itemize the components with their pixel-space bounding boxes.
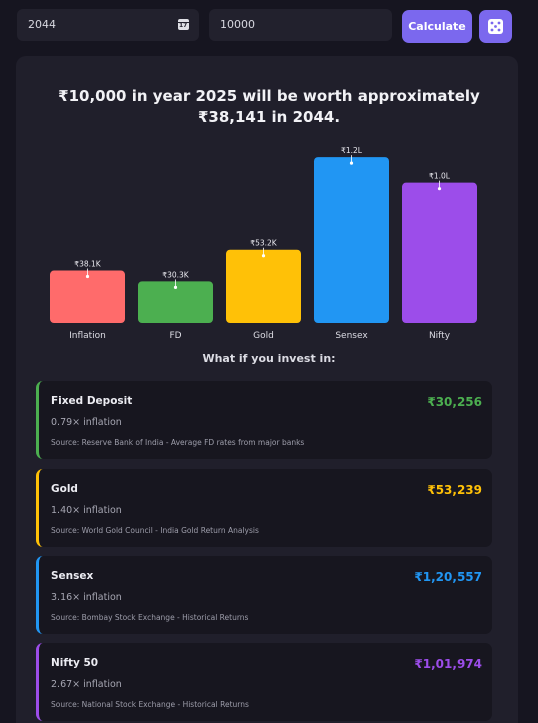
result-headline: ₹10,000 in year 2025 will be worth appro… (58, 87, 480, 126)
bar-nifty (402, 182, 477, 323)
card-value: ₹53,239 (427, 483, 482, 497)
random-button[interactable] (479, 10, 512, 43)
card-multiplier: 3.16× inflation (51, 592, 122, 603)
card-source: Source: Reserve Bank of India - Average … (51, 438, 305, 447)
comparison-card: Nifty 50 ₹1,01,974 2.67× inflation Source: … (36, 643, 492, 721)
card-value: ₹1,01,974 (414, 657, 482, 671)
card-multiplier: 0.79× inflation (51, 417, 122, 428)
card-multiplier: 2.67× inflation (51, 679, 122, 690)
calculate-button[interactable]: Calculate (402, 10, 472, 43)
dice-icon (488, 19, 503, 34)
bar-fd (138, 281, 213, 323)
amount-input-value: 10000 (220, 18, 255, 31)
year-input-value: 2044 (28, 18, 56, 31)
card-source: Source: National Stock Exchange - Histor… (51, 700, 249, 709)
bar-gold (226, 249, 301, 323)
top-bar: 2044 10000 Calculate (0, 0, 538, 54)
comparison-card: Fixed Deposit ₹30,256 0.79× inflation Sourc… (36, 381, 492, 459)
amount-input[interactable]: 10000 (209, 9, 392, 41)
card-name: Fixed Deposit (51, 395, 133, 407)
card-value: ₹1,20,557 (414, 570, 482, 584)
card-multiplier: 1.40× inflation (51, 505, 122, 516)
card-source: Source: World Gold Council - India Gold … (51, 526, 259, 535)
bar-value-label: ₹30.3K (162, 270, 189, 279)
comparison-title: What if you invest in: (202, 352, 336, 365)
category-label: FD (169, 331, 181, 341)
category-label: Gold (253, 331, 274, 341)
bar-value-label: ₹1.0L (429, 172, 451, 181)
bar-value-label: ₹38.1K (74, 260, 101, 269)
card-name: Gold (51, 483, 78, 495)
comparison-card: Gold ₹53,239 1.40× inflation Source: World … (36, 469, 492, 547)
card-name: Sensex (51, 570, 94, 582)
bar-inflation (50, 270, 125, 323)
category-label: Inflation (69, 331, 106, 341)
comparison-card: Sensex ₹1,20,557 3.16× inflation Source: Bo… (36, 556, 492, 634)
card-name: Nifty 50 (51, 657, 99, 669)
bar-value-label: ₹1.2L (341, 146, 363, 155)
card-value: ₹30,256 (427, 395, 482, 409)
category-label: Sensex (335, 331, 368, 341)
comparison-bar-chart: ₹38.1K Inflation ₹30.3K FD ₹53.2K Gold ₹1.2L Se… (50, 146, 477, 341)
card-source: Source: Bombay Stock Exchange - Historic… (51, 613, 249, 622)
category-label: Nifty (429, 331, 451, 341)
bar-value-label: ₹53.2K (250, 239, 277, 248)
calendar-icon[interactable] (178, 19, 189, 30)
bar-sensex (314, 157, 389, 323)
year-input[interactable]: 2044 (17, 9, 199, 41)
